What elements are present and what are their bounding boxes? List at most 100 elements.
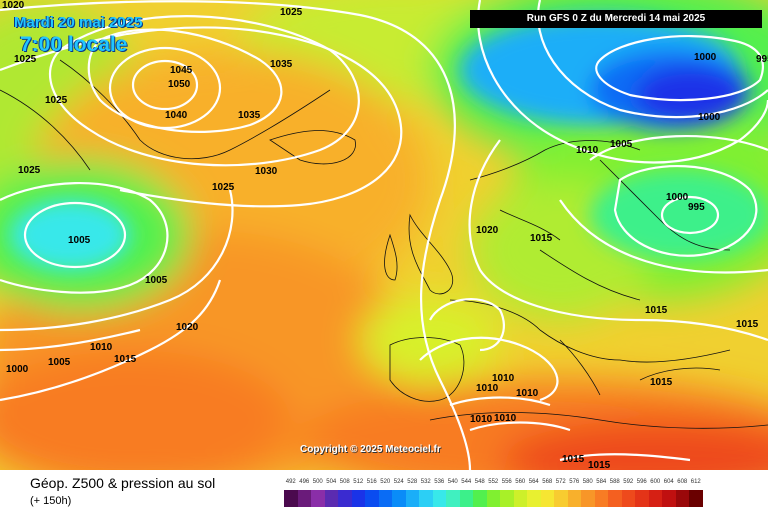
legend-swatch <box>554 490 568 507</box>
legend-value: 516 <box>366 479 377 485</box>
legend-value: 552 <box>488 479 499 485</box>
legend-swatch <box>419 490 433 507</box>
legend-swatch <box>500 490 514 507</box>
legend-swatch <box>540 490 554 507</box>
legend-value: 604 <box>663 479 674 485</box>
isobar-label: 1025 <box>14 54 37 65</box>
legend-swatch <box>635 490 649 507</box>
legend-value: 592 <box>623 479 634 485</box>
isobar-label: 1015 <box>588 460 611 470</box>
isobar-label: 995 <box>756 54 768 65</box>
isobars <box>0 0 768 470</box>
isobar-label: 1025 <box>18 165 41 176</box>
isobar-label: 1010 <box>494 413 517 424</box>
legend-swatch <box>459 490 473 507</box>
legend-value: 596 <box>636 479 647 485</box>
legend-value: 608 <box>677 479 688 485</box>
isobar-label: 1015 <box>530 233 553 244</box>
legend-swatch <box>594 490 608 507</box>
legend-swatch <box>689 490 703 507</box>
legend-value: 568 <box>542 479 553 485</box>
run-info: Run GFS 0 Z du Mercredi 14 mai 2025 <box>470 10 762 28</box>
isobar-label: 995 <box>688 202 705 213</box>
legend-swatch <box>405 490 419 507</box>
legend-value: 544 <box>461 479 472 485</box>
isobar-label: 1020 <box>176 322 199 333</box>
isobar-label: 1040 <box>165 110 188 121</box>
legend-value: 612 <box>690 479 701 485</box>
legend-value: 540 <box>447 479 458 485</box>
isobar-label: 1015 <box>645 305 668 316</box>
legend-swatch <box>621 490 635 507</box>
legend-swatch <box>446 490 460 507</box>
legend-swatch <box>432 490 446 507</box>
forecast-range: (+ 150h) <box>30 495 72 507</box>
legend-value: 528 <box>407 479 418 485</box>
isobar-label: 1005 <box>68 235 91 246</box>
isobar-label: 1000 <box>698 112 721 123</box>
legend-swatch <box>608 490 622 507</box>
isobar-label: 1010 <box>492 373 515 384</box>
isobar-label: 1005 <box>145 275 168 286</box>
legend-swatch <box>473 490 487 507</box>
legend-value: 584 <box>596 479 607 485</box>
isobar-label: 1020 <box>2 0 25 11</box>
legend-swatch <box>284 490 298 507</box>
legend-value: 536 <box>434 479 445 485</box>
legend-value: 588 <box>609 479 620 485</box>
isobar-label: 1050 <box>168 79 191 90</box>
isobar-label: 1000 <box>6 364 29 375</box>
isobar-label: 1010 <box>516 388 539 399</box>
legend-swatch <box>338 490 352 507</box>
legend-swatch <box>675 490 689 507</box>
weather-map: 1020 1025 1025 1025 1025 1045 1050 1040 1035 1035… <box>0 0 768 470</box>
isobar-label: 1015 <box>650 377 673 388</box>
legend-value: 564 <box>528 479 539 485</box>
legend-value: 560 <box>515 479 526 485</box>
legend-value: 532 <box>420 479 431 485</box>
isobar-label: 1035 <box>270 59 293 70</box>
legend-swatch <box>297 490 311 507</box>
isobar-label: 1010 <box>576 145 599 156</box>
legend-swatch <box>648 490 662 507</box>
isobar-label: 1010 <box>470 414 493 425</box>
legend-swatch <box>392 490 406 507</box>
isobar-label: 1015 <box>736 319 759 330</box>
legend-value: 500 <box>312 479 323 485</box>
legend-value: 496 <box>299 479 310 485</box>
map-title: Géop. Z500 & pression au sol <box>30 475 216 491</box>
isobar-label: 1015 <box>562 454 585 465</box>
legend-value: 492 <box>285 479 296 485</box>
legend-swatch <box>527 490 541 507</box>
isobar-label: 1015 <box>114 354 137 365</box>
legend-value: 508 <box>339 479 350 485</box>
isobar-label: 1000 <box>666 192 689 203</box>
legend-value: 524 <box>393 479 404 485</box>
legend-swatch <box>486 490 500 507</box>
legend-swatch <box>513 490 527 507</box>
legend-value: 504 <box>326 479 337 485</box>
legend-value: 548 <box>474 479 485 485</box>
isobar-label: 1000 <box>694 52 717 63</box>
color-legend: 492 496 500 504 508 512 516 520 524 528 532 536 540 5… <box>284 479 754 507</box>
legend-value: 580 <box>582 479 593 485</box>
isobar-label: 1020 <box>476 225 499 236</box>
legend-value: 512 <box>353 479 364 485</box>
isobar-label: 1025 <box>212 182 235 193</box>
legend-value: 600 <box>650 479 661 485</box>
copyright: Copyright © 2025 Meteociel.fr <box>300 444 441 455</box>
isobar-label: 1045 <box>170 65 193 76</box>
legend-labels: 492 496 500 504 508 512 516 520 524 528 532 536 540 5… <box>284 479 754 489</box>
legend-swatch <box>662 490 676 507</box>
isobar-label: 1025 <box>280 7 303 18</box>
footer: Géop. Z500 & pression au sol (+ 150h) 49… <box>0 470 768 512</box>
isobar-label: 1025 <box>45 95 68 106</box>
legend-value: 556 <box>501 479 512 485</box>
isobar-label: 1030 <box>255 166 278 177</box>
forecast-date: Mardi 20 mai 2025 <box>14 14 143 31</box>
legend-swatch <box>324 490 338 507</box>
coastlines <box>0 59 768 429</box>
legend-swatch <box>581 490 595 507</box>
legend-value: 576 <box>569 479 580 485</box>
legend-swatch <box>378 490 392 507</box>
